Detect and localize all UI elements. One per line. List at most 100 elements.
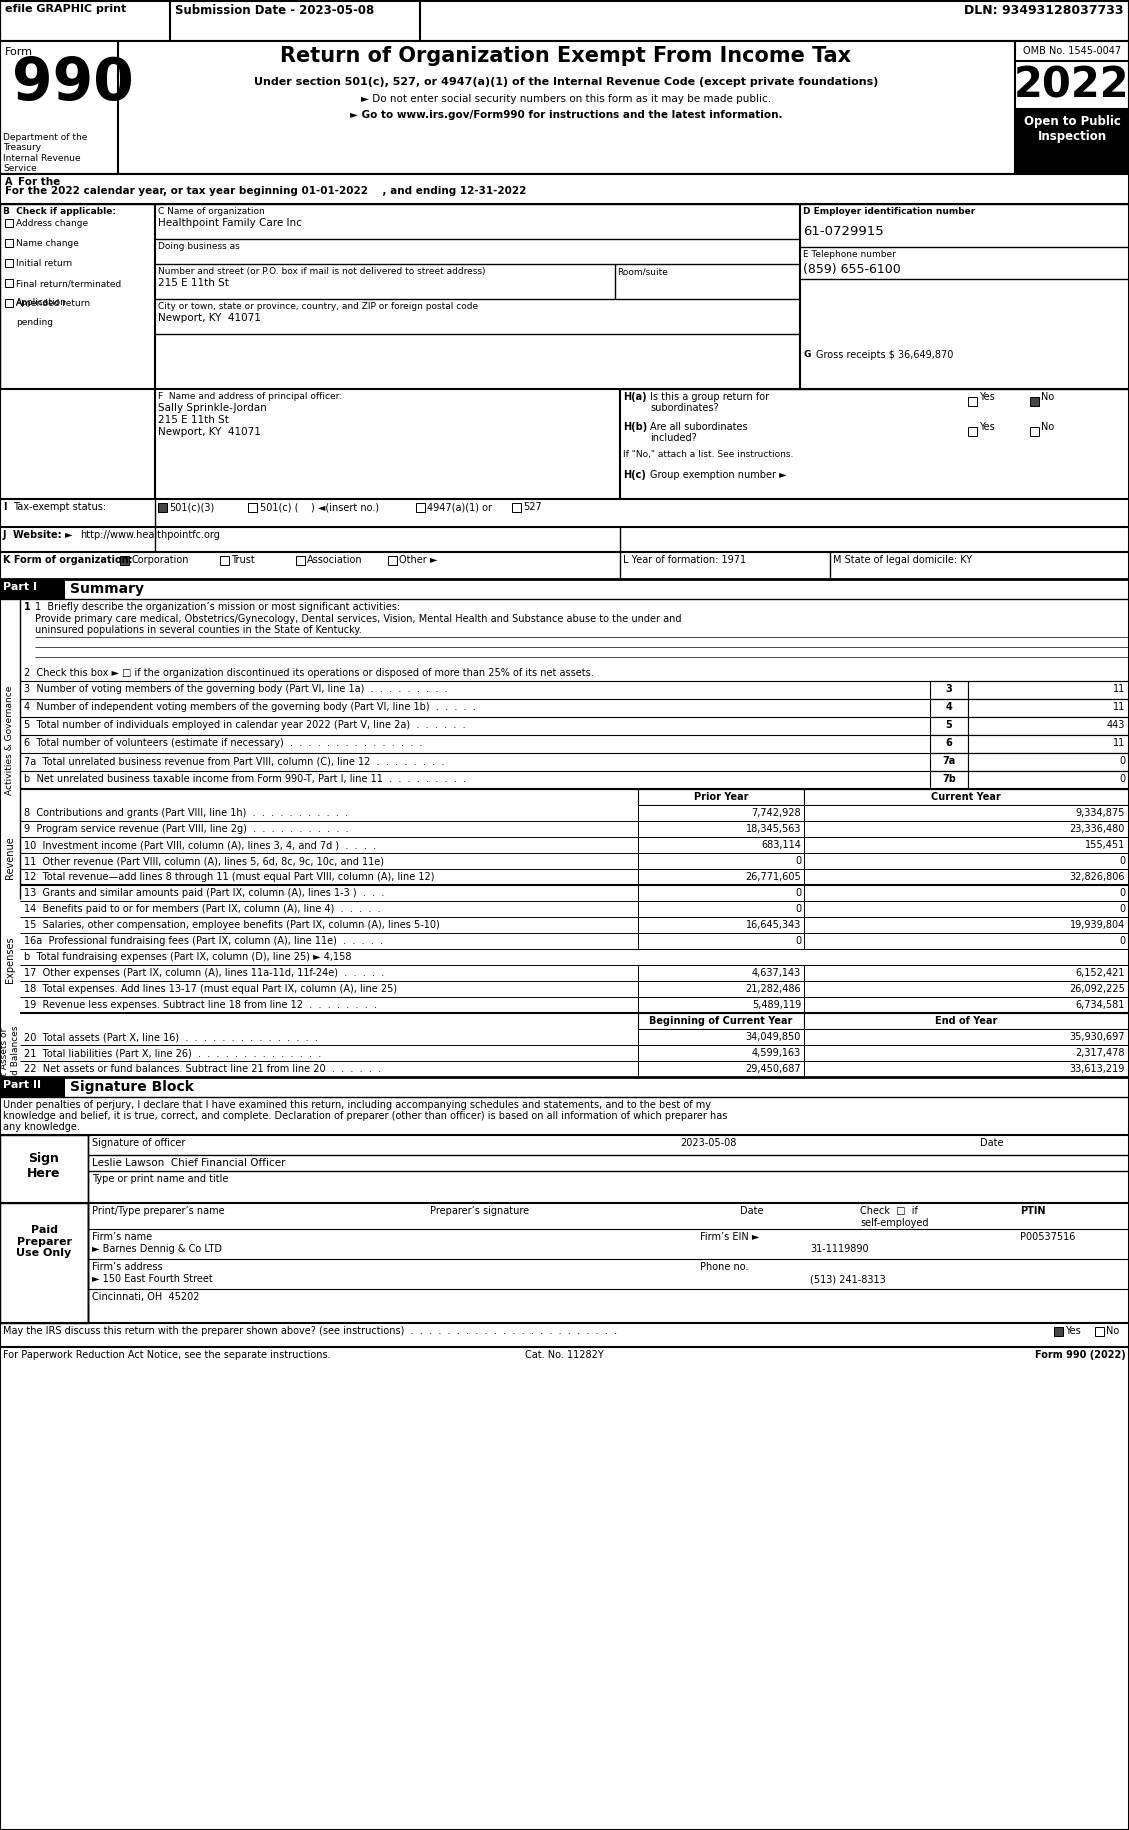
- Bar: [638, 997, 804, 1014]
- Bar: [0, 1204, 88, 1323]
- Bar: [5, 280, 14, 287]
- Text: Cincinnati, OH  45202: Cincinnati, OH 45202: [91, 1292, 200, 1301]
- Bar: [930, 681, 968, 699]
- Bar: [804, 933, 1129, 950]
- Bar: [968, 717, 1129, 736]
- Bar: [0, 390, 620, 500]
- Text: P00537516: P00537516: [1019, 1232, 1076, 1241]
- Bar: [804, 886, 1129, 902]
- Bar: [638, 933, 804, 950]
- Text: 32,826,806: 32,826,806: [1069, 871, 1124, 882]
- Text: 26,092,225: 26,092,225: [1069, 983, 1124, 994]
- Text: Part II: Part II: [3, 1080, 41, 1089]
- Text: 11  Other revenue (Part VIII, column (A), lines 5, 6d, 8c, 9c, 10c, and 11e): 11 Other revenue (Part VIII, column (A),…: [24, 856, 384, 866]
- Text: 5  Total number of individuals employed in calendar year 2022 (Part V, line 2a) : 5 Total number of individuals employed i…: [24, 719, 465, 730]
- Text: uninsured populations in several counties in the State of Kentucky.: uninsured populations in several countie…: [35, 624, 361, 635]
- Text: 443: 443: [1106, 719, 1124, 730]
- Bar: [930, 736, 968, 754]
- Text: Association: Association: [307, 554, 362, 565]
- Bar: [804, 981, 1129, 997]
- Text: 14  Benefits paid to or for members (Part IX, column (A), line 4)  .  .  .  .  .: 14 Benefits paid to or for members (Part…: [24, 904, 380, 913]
- Bar: [638, 981, 804, 997]
- Bar: [415, 503, 425, 512]
- Text: Tax-exempt status:: Tax-exempt status:: [14, 501, 106, 512]
- Text: 21  Total liabilities (Part X, line 26)  .  .  .  .  .  .  .  .  .  .  .  .  .  : 21 Total liabilities (Part X, line 26) .…: [24, 1047, 322, 1058]
- Bar: [0, 1135, 88, 1204]
- Text: Expenses: Expenses: [5, 937, 15, 983]
- Text: Signature of officer: Signature of officer: [91, 1138, 185, 1147]
- Text: D Employer identification number: D Employer identification number: [803, 207, 975, 216]
- Text: Final return/terminated: Final return/terminated: [16, 278, 121, 287]
- Bar: [0, 2, 1129, 42]
- Bar: [120, 556, 129, 565]
- Text: Department of the
Treasury
Internal Revenue
Service: Department of the Treasury Internal Reve…: [3, 134, 87, 174]
- Bar: [638, 917, 804, 933]
- Text: 2,317,478: 2,317,478: [1076, 1047, 1124, 1058]
- Text: Under section 501(c), 527, or 4947(a)(1) of the Internal Revenue Code (except pr: Under section 501(c), 527, or 4947(a)(1)…: [254, 77, 878, 88]
- Text: End of Year: End of Year: [935, 1016, 997, 1025]
- Text: 23,336,480: 23,336,480: [1069, 824, 1124, 833]
- Text: Are all subordinates: Are all subordinates: [650, 421, 747, 432]
- Text: Sign
Here: Sign Here: [27, 1151, 61, 1179]
- Text: 34,049,850: 34,049,850: [745, 1032, 800, 1041]
- Bar: [511, 503, 520, 512]
- Bar: [804, 997, 1129, 1014]
- Text: 21,282,486: 21,282,486: [745, 983, 800, 994]
- Bar: [638, 869, 804, 886]
- Text: 11: 11: [1113, 684, 1124, 694]
- Text: Leslie Lawson  Chief Financial Officer: Leslie Lawson Chief Financial Officer: [91, 1157, 286, 1168]
- Bar: [1054, 1327, 1064, 1336]
- Bar: [968, 681, 1129, 699]
- Text: For Paperwork Reduction Act Notice, see the separate instructions.: For Paperwork Reduction Act Notice, see …: [3, 1349, 331, 1360]
- Text: 0: 0: [795, 904, 800, 913]
- Text: Revenue: Revenue: [5, 836, 15, 878]
- Text: Submission Date - 2023-05-08: Submission Date - 2023-05-08: [175, 4, 374, 16]
- Text: 15  Salaries, other compensation, employee benefits (Part IX, column (A), lines : 15 Salaries, other compensation, employe…: [24, 919, 440, 930]
- Bar: [930, 717, 968, 736]
- Bar: [968, 754, 1129, 772]
- Bar: [968, 772, 1129, 789]
- Text: H(c): H(c): [623, 470, 646, 479]
- Text: efile GRAPHIC print: efile GRAPHIC print: [5, 4, 126, 15]
- Text: 4,637,143: 4,637,143: [752, 968, 800, 977]
- Bar: [804, 902, 1129, 917]
- Text: M State of legal domicile: KY: M State of legal domicile: KY: [833, 554, 972, 565]
- Text: 2022: 2022: [1014, 64, 1129, 106]
- Text: K Form of organization:: K Form of organization:: [3, 554, 132, 565]
- Bar: [804, 838, 1129, 853]
- Text: Beginning of Current Year: Beginning of Current Year: [649, 1016, 793, 1025]
- Text: Part I: Part I: [3, 582, 37, 591]
- Text: H(b): H(b): [623, 421, 647, 432]
- Text: knowledge and belief, it is true, correct, and complete. Declaration of preparer: knowledge and belief, it is true, correc…: [3, 1111, 727, 1120]
- Text: 7a: 7a: [943, 756, 955, 765]
- Text: 6,152,421: 6,152,421: [1076, 968, 1124, 977]
- Text: PTIN: PTIN: [1019, 1206, 1045, 1215]
- Bar: [638, 789, 804, 805]
- Text: 215 E 11th St: 215 E 11th St: [158, 278, 229, 287]
- Text: 0: 0: [795, 888, 800, 897]
- Text: 4  Number of independent voting members of the governing body (Part VI, line 1b): 4 Number of independent voting members o…: [24, 701, 476, 712]
- Text: No: No: [1041, 392, 1054, 403]
- Text: Firm’s address: Firm’s address: [91, 1261, 163, 1272]
- Text: Gross receipts $ 36,649,870: Gross receipts $ 36,649,870: [816, 350, 953, 361]
- Text: F  Name and address of principal officer:: F Name and address of principal officer:: [158, 392, 342, 401]
- Text: Under penalties of perjury, I declare that I have examined this return, includin: Under penalties of perjury, I declare th…: [3, 1100, 711, 1109]
- Bar: [0, 580, 65, 600]
- Text: 0: 0: [1119, 935, 1124, 946]
- Text: 2023-05-08: 2023-05-08: [680, 1138, 736, 1147]
- Bar: [638, 1061, 804, 1078]
- Text: 4: 4: [946, 701, 953, 712]
- Text: Other ►: Other ►: [399, 554, 437, 565]
- Text: City or town, state or province, country, and ZIP or foreign postal code: City or town, state or province, country…: [158, 302, 478, 311]
- Text: Return of Organization Exempt From Income Tax: Return of Organization Exempt From Incom…: [280, 46, 851, 66]
- Bar: [5, 240, 14, 247]
- Text: I: I: [3, 501, 7, 512]
- Text: 10  Investment income (Part VIII, column (A), lines 3, 4, and 7d )  .  .  .  .: 10 Investment income (Part VIII, column …: [24, 840, 376, 849]
- Text: 29,450,687: 29,450,687: [745, 1063, 800, 1074]
- Text: Address change: Address change: [16, 220, 88, 229]
- Bar: [638, 1045, 804, 1061]
- Text: 19  Revenue less expenses. Subtract line 18 from line 12  .  .  .  .  .  .  .  .: 19 Revenue less expenses. Subtract line …: [24, 999, 377, 1010]
- Text: (859) 655-6100: (859) 655-6100: [803, 264, 901, 276]
- Text: Firm’s EIN ►: Firm’s EIN ►: [700, 1232, 760, 1241]
- Text: 8  Contributions and grants (Part VIII, line 1h)  .  .  .  .  .  .  .  .  .  .  : 8 Contributions and grants (Part VIII, l…: [24, 807, 348, 818]
